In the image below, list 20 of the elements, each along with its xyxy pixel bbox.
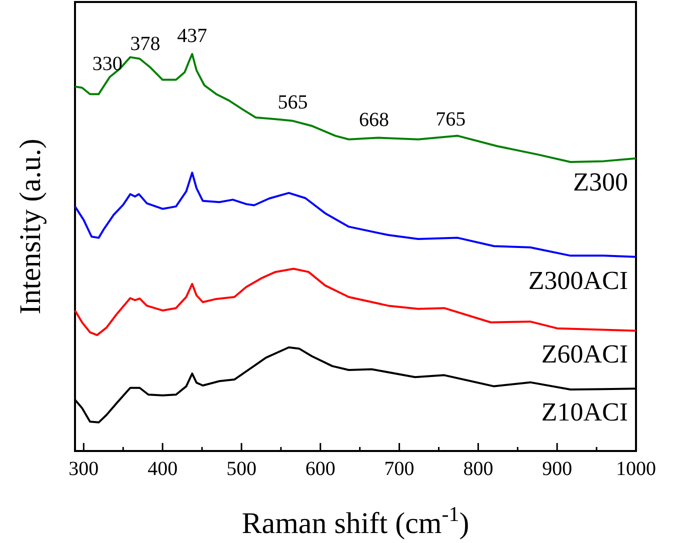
annotation: 765	[436, 108, 466, 130]
y-axis-title: Intensity (a.u.)	[14, 138, 47, 314]
series-label: Z300ACI	[528, 266, 628, 295]
series-label: Z60ACI	[541, 340, 628, 369]
x-tick-label: 900	[542, 458, 572, 480]
x-tick-label: 300	[68, 458, 99, 480]
annotation: 565	[278, 92, 308, 114]
x-tick-label: 1000	[616, 458, 656, 480]
annotation: 668	[359, 108, 390, 131]
x-tick-label: 700	[384, 458, 414, 480]
annotation: 330	[92, 52, 122, 75]
x-tick-label: 800	[463, 458, 494, 480]
x-tick-label: 500	[226, 458, 256, 480]
annotation: 437	[177, 25, 208, 47]
annotation: 378	[130, 32, 160, 55]
x-axis-title: Raman shift (cm$^{-1}$)	[242, 502, 470, 540]
x-tick-label: 400	[148, 458, 178, 480]
series-label: Z300	[573, 167, 628, 196]
x-tick-label: 600	[305, 458, 336, 480]
series-label: Z10ACI	[541, 398, 628, 427]
